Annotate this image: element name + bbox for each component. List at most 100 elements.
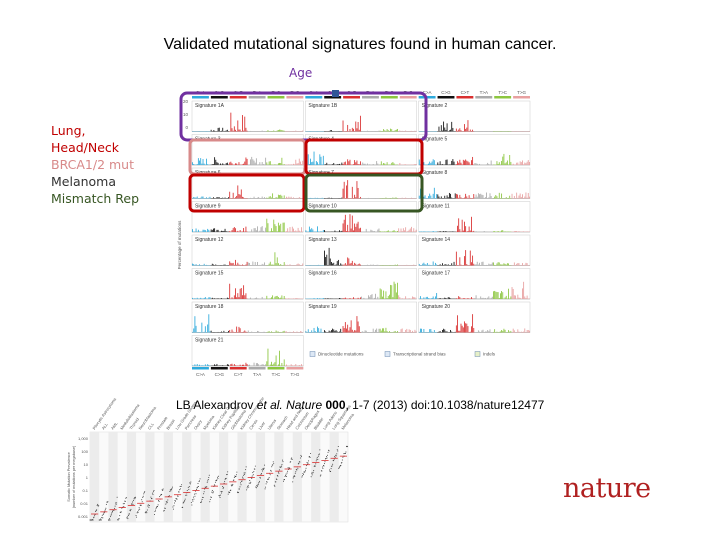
signature-bar [503,153,505,165]
signature-bar [310,158,311,165]
signature-bar [194,298,196,299]
prevalence-dot [116,496,118,498]
signature-bar [289,331,291,333]
signature-bar [194,316,196,333]
signature-bar [458,218,460,232]
signature-bar [368,197,369,199]
prevalence-dot [224,478,226,480]
signature-bar [333,262,335,266]
signature-bar [197,158,199,165]
signature-bar [266,361,268,366]
signature-bar [301,164,303,165]
prevalence-dot [158,499,160,501]
prevalence-dot [291,458,293,460]
prevalence-dot [114,505,116,507]
signature-bar [254,262,256,266]
signature-bar [281,130,283,132]
signature-bar [321,164,323,165]
signature-bar [274,224,276,232]
signature-bar [399,162,401,165]
signature-bar [501,264,503,266]
signature-bar [429,329,431,333]
signature-bar [364,163,366,165]
signature-title: Signature 21 [195,338,224,344]
prevalence-dot [321,470,323,472]
prevalence-dot [326,456,327,458]
signature-bar [333,329,335,333]
signature-bar [319,298,321,299]
signature-bar [239,230,241,232]
signature-bar [243,163,245,165]
prevalence-dot [146,509,148,511]
signature-bar [486,331,487,333]
signature-bar [454,331,456,333]
signature-bar [286,364,287,366]
signature-bar [430,163,432,165]
prevalence-dot [290,458,292,460]
signature-bar [312,161,314,165]
signature-bar [267,348,269,366]
prevalence-dot [141,501,143,503]
signature-bar [394,197,396,199]
signature-bar [224,197,226,199]
prevalence-dot [163,509,165,511]
prevalence-dot [262,468,264,470]
signature-bar [397,264,398,266]
signature-bar [498,162,500,165]
signature-bar [332,263,334,266]
signature-bar [519,161,521,165]
prevalence-dot [306,462,308,464]
prevalence-dot [221,491,223,493]
signature-bar [356,316,358,333]
signature-bar [210,330,212,333]
signature-bar [452,159,454,165]
prevalence-dot [341,462,343,464]
signature-bar [206,197,207,199]
signature-bar [269,231,271,232]
prevalence-dot [147,504,149,506]
signature-bar [274,296,276,299]
signature-bar [482,329,484,333]
prevalence-dot [294,472,296,474]
signature-bar [244,116,246,132]
signature-bar [502,230,504,232]
prevalence-dot [336,449,338,451]
legend-item-melanoma: Melanoma [51,174,117,189]
signature-bar [320,328,322,333]
signature-bar [246,158,248,165]
signature-bar [356,128,358,132]
signature-bar [286,231,287,232]
signature-bar [440,125,442,132]
signature-bar [221,298,223,299]
signature-bar [298,158,300,165]
signature-bar [442,329,443,333]
signature-bar [481,330,483,333]
signature-bar [442,263,443,266]
prevalence-dot [186,494,188,496]
prevalence-dot [151,498,153,500]
signature-bar [359,264,361,266]
signature-bar [257,330,258,333]
signature-bar [439,264,441,266]
legend-item-head-neck: Head/Neck [51,140,120,155]
prevalence-dot [300,456,302,458]
signature-bar [486,164,487,165]
prevalence-dot [191,499,193,501]
signature-bar [232,192,234,199]
signature-bar [283,222,285,232]
prevalence-dot [203,493,205,495]
signature-bar [230,262,232,266]
prevalence-dot [201,499,203,501]
prevalence-dot [222,488,224,490]
signature-bar [510,330,512,333]
signature-bar [385,130,387,132]
signature-bar [237,120,239,132]
signature-bar [419,188,421,199]
signature-bar [258,196,260,199]
signature-panel [305,268,417,300]
signature-bar [193,196,195,199]
prevalence-dot [256,484,258,486]
signature-bar [405,296,407,299]
signature-bar [466,323,468,333]
cancer-type-label: CLL [147,421,156,431]
